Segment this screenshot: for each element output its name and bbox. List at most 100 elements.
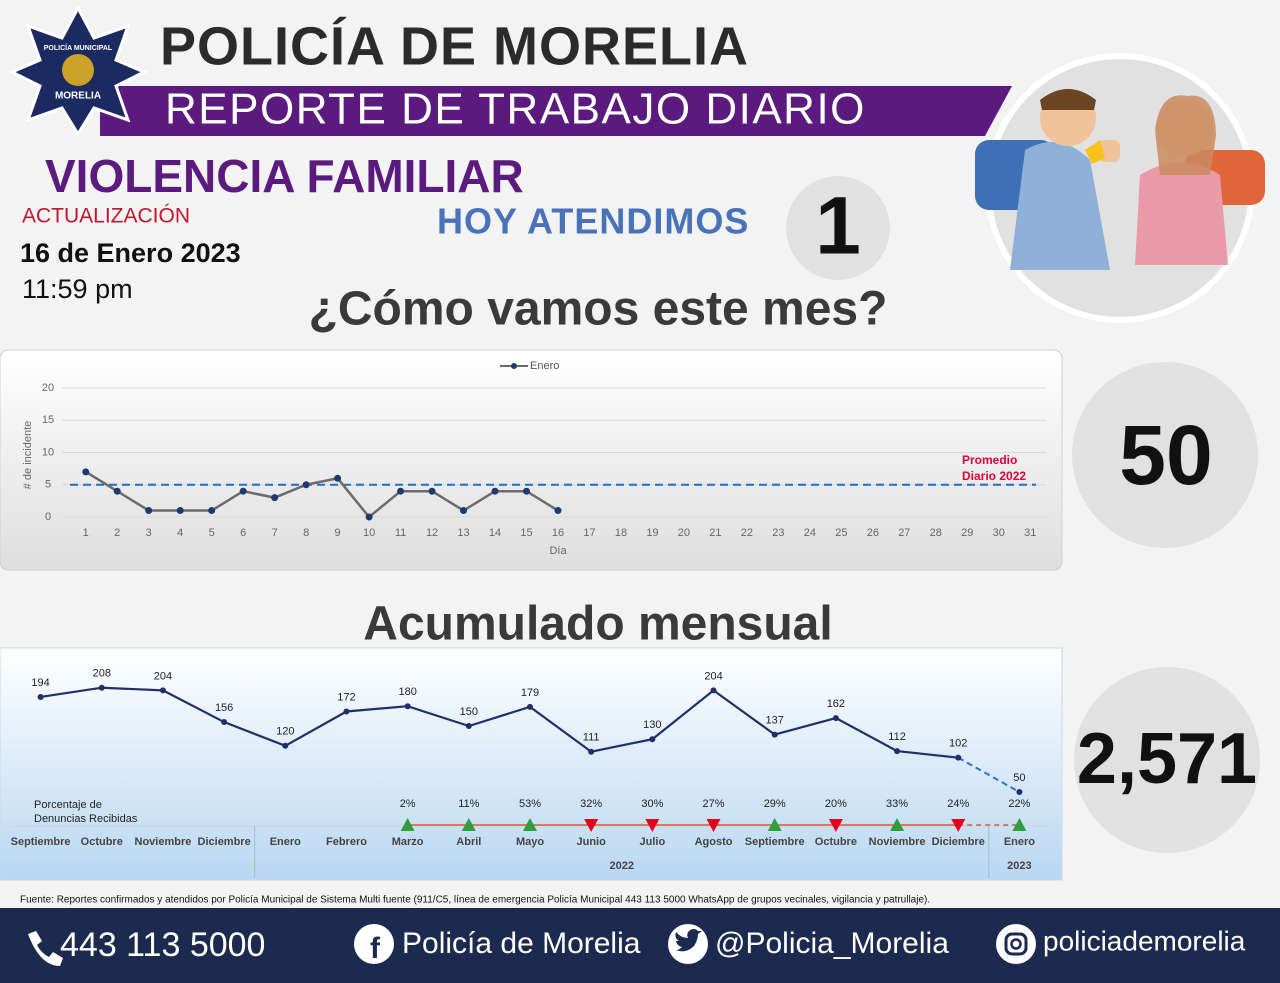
trend-marker bbox=[890, 818, 905, 831]
value-label: 194 bbox=[31, 677, 49, 689]
x-tick-label: Marzo bbox=[392, 836, 424, 848]
accum-total: 2,571 bbox=[1077, 719, 1257, 799]
point bbox=[523, 487, 531, 495]
x-tick-label: Mayo bbox=[516, 836, 544, 848]
value-label: 102 bbox=[949, 738, 967, 750]
woman-body bbox=[1135, 162, 1228, 265]
series-line bbox=[40, 686, 959, 759]
series-line bbox=[85, 470, 559, 519]
value-label: 156 bbox=[215, 702, 233, 714]
x-tick-label: 19 bbox=[646, 527, 658, 539]
point bbox=[208, 507, 216, 515]
legend-label: Enero bbox=[530, 360, 559, 372]
point bbox=[397, 487, 405, 495]
point bbox=[771, 731, 778, 738]
trend-marker bbox=[828, 819, 843, 832]
trend-marker bbox=[523, 818, 537, 831]
x-tick-label: 28 bbox=[930, 527, 942, 539]
percent-row-label: Denuncias Recibidas bbox=[34, 813, 138, 825]
month-question: ¿Cómo vamos este mes? bbox=[309, 283, 888, 336]
source: Fuente: Reportes confirmados y atendidos… bbox=[20, 895, 930, 906]
point bbox=[588, 748, 595, 755]
point bbox=[710, 687, 717, 694]
impact bbox=[1085, 140, 1105, 164]
x-tick-label: 23 bbox=[772, 527, 784, 539]
point bbox=[159, 687, 166, 694]
x-tick-label: Septiembre bbox=[745, 836, 805, 848]
badge-bottom-text: MORELIA bbox=[55, 91, 101, 102]
x-tick-label: 12 bbox=[426, 527, 438, 539]
y-tick-label: 10 bbox=[42, 446, 54, 458]
value-label: 111 bbox=[583, 732, 600, 744]
y-tick-label: 15 bbox=[42, 414, 54, 426]
value-label: 179 bbox=[521, 687, 539, 699]
update-label: ACTUALIZACIÓN bbox=[22, 205, 190, 228]
y-tick-label: 0 bbox=[45, 511, 51, 523]
instagram-lens bbox=[1010, 938, 1022, 950]
accum-total-circle bbox=[1074, 667, 1260, 853]
man-hair bbox=[1040, 89, 1096, 110]
point bbox=[98, 684, 105, 691]
percent-label: 53% bbox=[519, 798, 541, 810]
value-label: 204 bbox=[704, 670, 722, 682]
x-tick-label: Enero bbox=[270, 836, 301, 848]
x-tick-label: 15 bbox=[520, 527, 532, 539]
point bbox=[955, 754, 962, 761]
point bbox=[428, 487, 436, 495]
point bbox=[491, 487, 499, 495]
header-band bbox=[100, 86, 1012, 136]
reference-label: Diario 2022 bbox=[962, 469, 1026, 483]
x-tick-label: 31 bbox=[1024, 527, 1036, 539]
x-tick-label: 2 bbox=[114, 527, 120, 539]
x-tick-label: 30 bbox=[993, 527, 1005, 539]
x-tick-label: 14 bbox=[489, 527, 501, 539]
point bbox=[460, 507, 468, 515]
trend-marker bbox=[584, 819, 599, 832]
percent-label: 32% bbox=[580, 798, 602, 810]
point bbox=[145, 507, 153, 515]
x-tick-label: Octubre bbox=[815, 836, 857, 848]
reference-label: Promedio bbox=[962, 453, 1017, 467]
point bbox=[271, 494, 279, 502]
x-tick-label: 4 bbox=[177, 527, 183, 539]
x-tick-label: 5 bbox=[209, 527, 215, 539]
point bbox=[554, 507, 562, 515]
trend-marker bbox=[400, 818, 415, 831]
percent-label: 24% bbox=[947, 798, 969, 810]
point bbox=[37, 693, 44, 700]
x-tick-label: 21 bbox=[709, 527, 721, 539]
x-tick-label: Diciembre bbox=[932, 836, 985, 848]
x-tick-label: 18 bbox=[615, 527, 627, 539]
x-tick-label: 7 bbox=[272, 527, 278, 539]
percent-label: 2% bbox=[400, 798, 416, 810]
x-tick-label: 22 bbox=[741, 527, 753, 539]
illustration bbox=[975, 53, 1265, 323]
month-total: 50 bbox=[1119, 408, 1212, 502]
badge-shield bbox=[62, 54, 94, 86]
accum-title: Acumulado mensual bbox=[363, 598, 832, 651]
today-label: HOY ATENDIMOS bbox=[437, 201, 749, 242]
value-label: 130 bbox=[643, 719, 661, 731]
percent-label: 30% bbox=[641, 798, 663, 810]
value-label: 208 bbox=[93, 668, 111, 680]
x-tick-label: 24 bbox=[804, 527, 816, 539]
point bbox=[365, 513, 373, 521]
percent-label: 27% bbox=[703, 798, 725, 810]
month-total-circle bbox=[1072, 362, 1258, 548]
x-tick-label: Julio bbox=[640, 836, 666, 848]
percent-label: 22% bbox=[1008, 798, 1030, 810]
point bbox=[343, 708, 350, 715]
point bbox=[404, 703, 411, 710]
year-label: 2022 bbox=[610, 860, 634, 872]
x-tick-label: 10 bbox=[363, 527, 375, 539]
point bbox=[221, 719, 228, 726]
x-tick-label: Diciembre bbox=[198, 836, 251, 848]
man-body bbox=[1010, 142, 1110, 270]
topic: VIOLENCIA FAMILIAR bbox=[45, 150, 524, 202]
date: 16 de Enero 2023 bbox=[20, 238, 241, 268]
point bbox=[113, 487, 121, 495]
header-title: POLICÍA DE MORELIA bbox=[160, 16, 749, 76]
year-label: 2023 bbox=[1007, 860, 1031, 872]
facebook-icon bbox=[354, 924, 394, 964]
time: 11:59 pm bbox=[22, 274, 133, 304]
